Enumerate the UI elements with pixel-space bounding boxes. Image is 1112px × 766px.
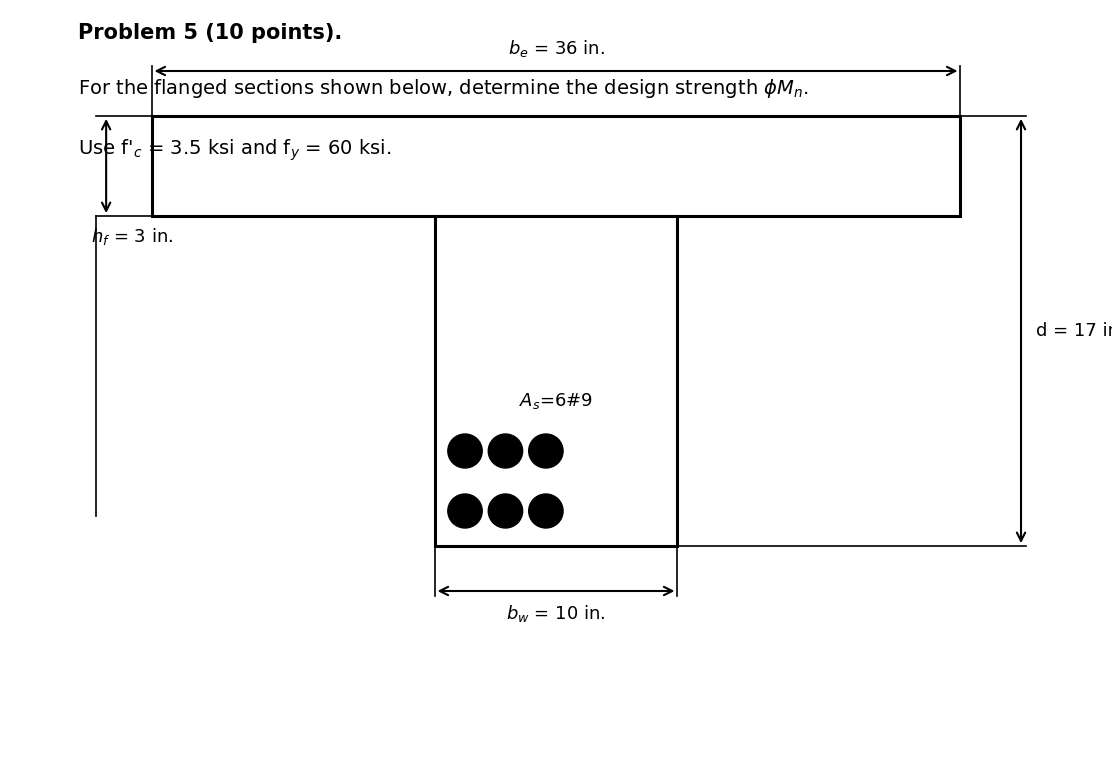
Text: $b_w$ = 10 in.: $b_w$ = 10 in.	[506, 603, 606, 624]
Circle shape	[488, 434, 523, 468]
Text: For the flanged sections shown below, determine the design strength $\phi M_n$.: For the flanged sections shown below, de…	[78, 77, 808, 100]
Circle shape	[488, 494, 523, 528]
Text: Use f$'_c$ = 3.5 ksi and f$_y$ = 60 ksi.: Use f$'_c$ = 3.5 ksi and f$_y$ = 60 ksi.	[78, 138, 391, 163]
Circle shape	[448, 494, 483, 528]
Circle shape	[528, 434, 563, 468]
Text: $b_e$ = 36 in.: $b_e$ = 36 in.	[507, 38, 605, 59]
Text: $h_f$ = 3 in.: $h_f$ = 3 in.	[91, 225, 173, 247]
Circle shape	[448, 434, 483, 468]
Text: d = 17 in.: d = 17 in.	[1036, 322, 1112, 340]
Text: $A_s$=6#9: $A_s$=6#9	[519, 391, 593, 411]
Text: Problem 5 (10 points).: Problem 5 (10 points).	[78, 23, 342, 43]
Bar	[435, 216, 677, 546]
Bar	[151, 116, 961, 216]
Circle shape	[528, 494, 563, 528]
